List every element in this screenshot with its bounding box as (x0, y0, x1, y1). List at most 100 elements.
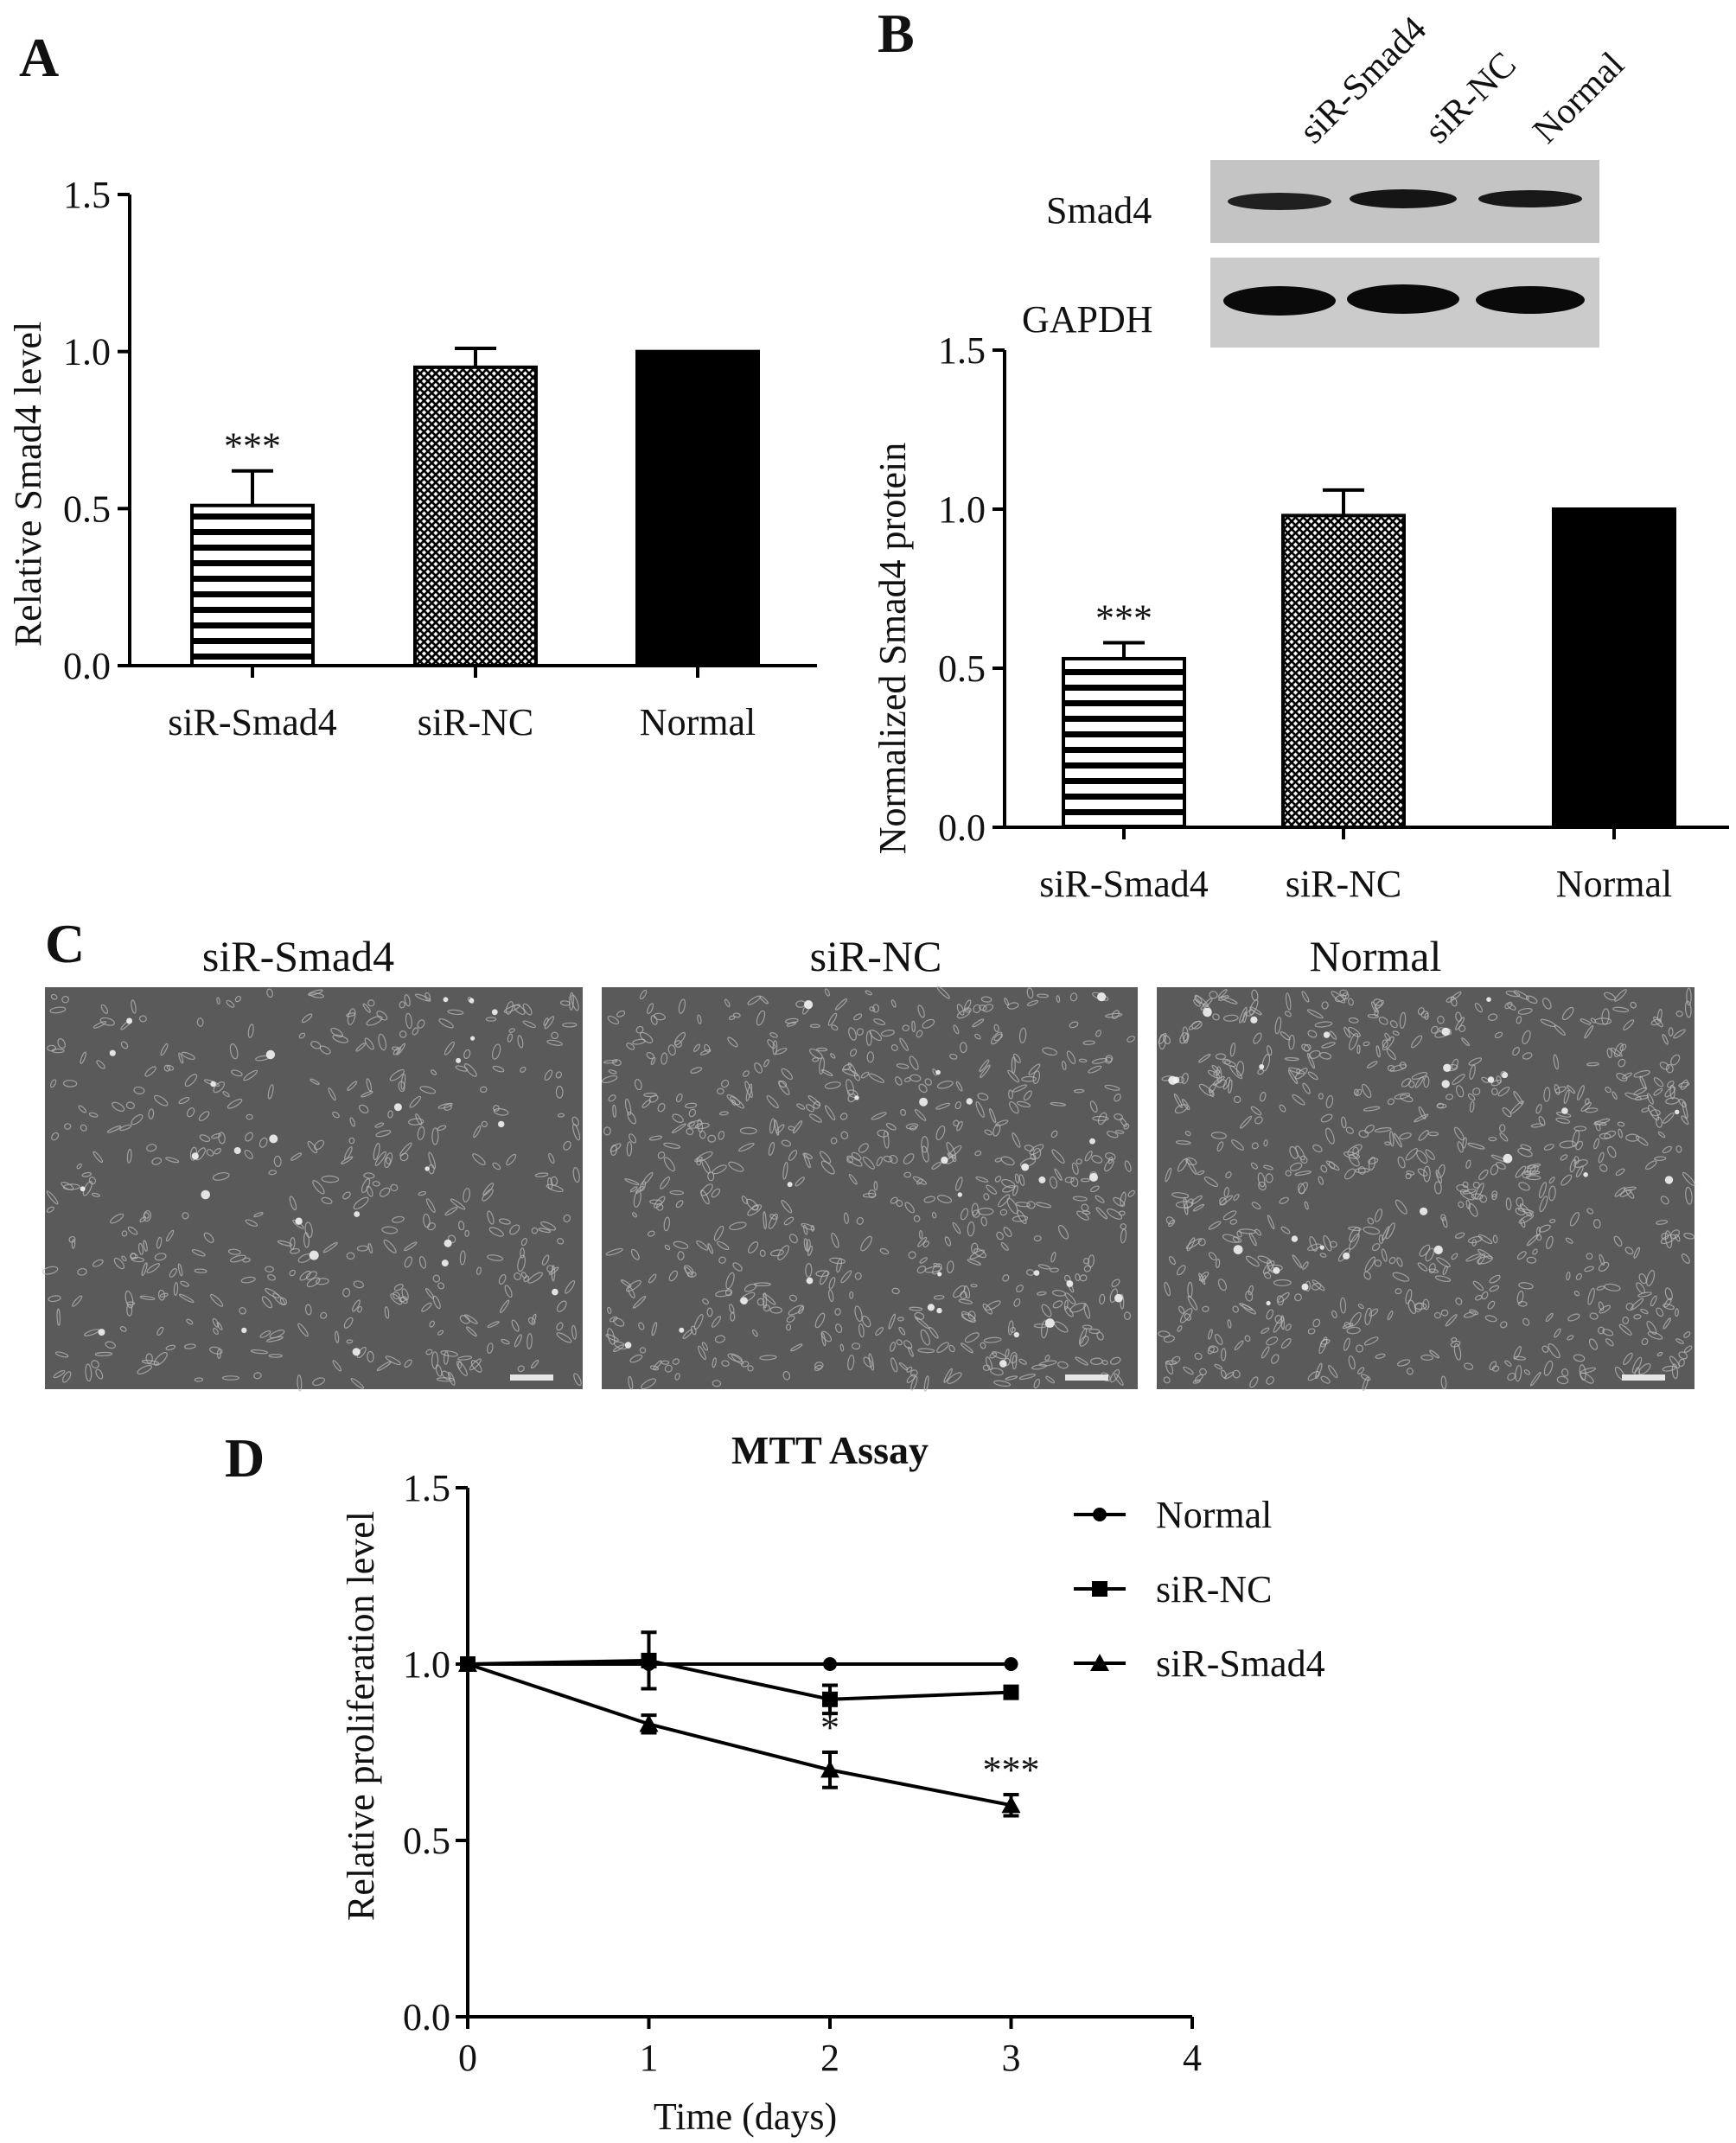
cell (196, 1017, 204, 1027)
cell (1389, 1131, 1395, 1147)
cell (514, 1334, 522, 1348)
cell (979, 1059, 990, 1073)
cell (1522, 1317, 1530, 1326)
cell (862, 1156, 875, 1170)
cell (1385, 1222, 1395, 1240)
cell (1345, 1126, 1354, 1134)
micrograph-panel: siR-Smad4 siR-NC Normal (41, 932, 1695, 1392)
cell (820, 1151, 832, 1164)
cell (385, 1355, 401, 1366)
cell (346, 1339, 354, 1344)
cell (390, 1293, 403, 1305)
cell (849, 1049, 858, 1057)
cell (1221, 1348, 1227, 1362)
cell (1271, 1354, 1280, 1364)
cell (1654, 1156, 1667, 1161)
cell (138, 1015, 147, 1023)
cell (1209, 991, 1218, 999)
cell (1484, 1315, 1497, 1323)
cell (373, 1142, 380, 1161)
bright-cell (552, 1288, 558, 1296)
cell (1569, 1212, 1580, 1227)
cell (80, 1051, 86, 1064)
cell (1387, 1064, 1395, 1072)
cell (1051, 1290, 1066, 1297)
cell (556, 1300, 567, 1312)
cell (1217, 989, 1228, 998)
cell (480, 1086, 488, 1094)
cell (1580, 1101, 1592, 1113)
cell (638, 1322, 645, 1330)
cell (1446, 996, 1455, 1003)
cell (431, 1351, 439, 1369)
cell (1301, 991, 1310, 1003)
cell (546, 1039, 563, 1046)
cell (1329, 1241, 1337, 1248)
cell (245, 1132, 253, 1142)
cell (342, 1191, 351, 1200)
chart-b-ytick-label: 0.5 (938, 647, 986, 690)
cell (1598, 1151, 1605, 1164)
cell (514, 1272, 521, 1280)
cell (72, 1295, 83, 1307)
cell (1418, 1106, 1426, 1119)
cell (78, 1105, 86, 1113)
cell (1306, 1052, 1316, 1069)
cell (627, 1111, 636, 1125)
cell (1090, 1357, 1103, 1365)
cell (697, 1345, 707, 1361)
cell (701, 1342, 708, 1351)
cell (1522, 1030, 1531, 1045)
micrograph-title-sir-nc: siR-NC (810, 932, 942, 980)
cell (429, 1320, 435, 1328)
cell (346, 1252, 355, 1260)
cell (1012, 1215, 1029, 1222)
cell (820, 1270, 829, 1285)
cell (450, 1198, 466, 1210)
cell (231, 1069, 243, 1077)
cell (1613, 1235, 1623, 1247)
cell (1118, 1210, 1126, 1216)
cell (1082, 1258, 1090, 1265)
bright-cell (1021, 1163, 1030, 1171)
cell (890, 1196, 898, 1204)
cell (763, 1211, 767, 1230)
cell (312, 1377, 326, 1387)
cell (1273, 1317, 1285, 1333)
cell (481, 1120, 488, 1128)
cell (353, 1196, 369, 1210)
cell (409, 1095, 422, 1108)
cell (1549, 1218, 1556, 1224)
cell (739, 1126, 757, 1135)
cell (551, 1031, 558, 1040)
cell (367, 1350, 374, 1363)
cell (557, 1238, 565, 1245)
cell (814, 1312, 826, 1329)
cell (244, 1150, 253, 1159)
cell (1518, 1282, 1534, 1290)
cell (221, 1375, 239, 1381)
blot-band-gapdh-lane3 (1476, 286, 1585, 314)
cell (1064, 1177, 1075, 1183)
cell (849, 1291, 854, 1299)
cell (751, 1329, 758, 1337)
cell (613, 1344, 624, 1352)
cell (1014, 1173, 1020, 1184)
cell (312, 1180, 325, 1195)
cell (64, 1123, 72, 1130)
cell (1378, 1017, 1388, 1025)
cell (674, 1040, 682, 1048)
cell (856, 1216, 864, 1225)
cell (996, 1231, 1004, 1241)
cell (754, 1062, 763, 1074)
cell (902, 1024, 909, 1031)
cell (914, 1311, 925, 1320)
cell (684, 1265, 694, 1275)
cell (1455, 1085, 1465, 1098)
cell (718, 1131, 725, 1140)
cell (677, 1251, 685, 1260)
chart-b-category-label-normal: Normal (1556, 863, 1672, 905)
cell (675, 1093, 683, 1103)
cell (184, 1074, 198, 1087)
cell (828, 1277, 836, 1290)
